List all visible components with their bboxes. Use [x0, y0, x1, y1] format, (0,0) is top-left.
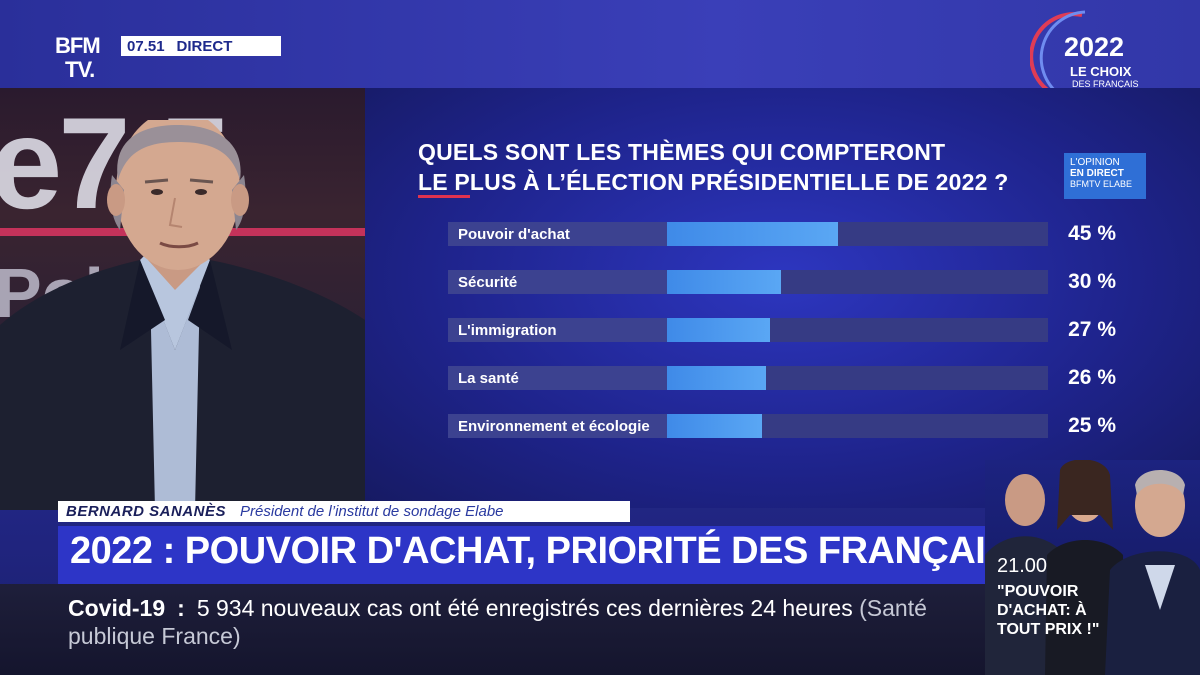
bar-label-bg [448, 414, 667, 438]
bar-category-label: Sécurité [458, 274, 518, 291]
poll-panel [365, 88, 1200, 508]
bar-value-label: 25 % [1068, 414, 1116, 437]
bar-value-label: 30 % [1068, 270, 1116, 293]
bar-label-bg [448, 366, 667, 390]
bar-category-label: Environnement et écologie [458, 418, 650, 435]
bar-row: Sécurité 30 % [448, 270, 1120, 294]
ticker-topic: Covid-19 [68, 595, 166, 621]
logo-bottom-text: TV. [65, 57, 95, 82]
bar-label-bg [448, 318, 667, 342]
channel-logo: BFM TV. [55, 34, 117, 86]
headline-bar [58, 526, 988, 584]
ticker-body: 5 934 nouveaux cas ont été enregistrés c… [196, 595, 853, 621]
ticker-source: (Santé publique France) [68, 595, 927, 649]
bar-label-bg [448, 222, 667, 246]
badge-line1: LE CHOIX [1070, 64, 1132, 79]
logo-top-text: BFM [55, 33, 101, 58]
badge-year: 2022 [1064, 32, 1125, 62]
program-promo [985, 460, 1200, 675]
question-accent [418, 195, 470, 198]
bar-row: La santé 26 % [448, 366, 1120, 390]
guest-name: BERNARD SANANÈS [66, 503, 227, 520]
guest-speaker [0, 120, 365, 510]
news-ticker [0, 584, 990, 675]
badge-line2: DES FRANÇAIS [1072, 79, 1139, 89]
clock-time: 07.51 [127, 37, 165, 55]
bar [667, 414, 763, 438]
guest-name-strip: BERNARD SANANÈS Président de l’institut … [58, 501, 630, 522]
bar-category-label: La santé [458, 370, 519, 387]
bar-row: L'immigration 27 % [448, 318, 1120, 342]
ticker-colon: : [177, 595, 185, 621]
promo-time: 21.00 [997, 555, 1048, 577]
bar-label-bg [448, 270, 667, 294]
ticker-text: Covid-19:5 934 nouveaux cas ont été enre… [68, 594, 948, 650]
promo-presenters-image [985, 460, 1200, 675]
bar [667, 270, 782, 294]
bar-value-label: 45 % [1068, 222, 1116, 245]
election-badge: 2022 LE CHOIX DES FRANÇAIS [1030, 10, 1150, 100]
bar-row: Environnement et écologie 25 % [448, 414, 1120, 438]
source-line2: EN DIRECT [1070, 168, 1124, 179]
promo-title: "POUVOIR D'ACHAT: À TOUT PRIX !" [997, 583, 1100, 638]
live-label: DIRECT [176, 37, 233, 55]
guest-role: Président de l’institut de sondage Elabe [240, 503, 504, 520]
bar-row: Pouvoir d'achat 45 % [448, 222, 1120, 246]
source-line1: L'OPINION [1070, 157, 1120, 168]
bar-category-label: L'immigration [458, 322, 557, 339]
headline-text: 2022 : POUVOIR D'ACHAT, PRIORITÉ DES FRA… [70, 530, 1011, 572]
bar [667, 366, 767, 390]
bar [667, 318, 770, 342]
poll-question: QUELS SONT LES THÈMES QUI COMPTERONT LE … [418, 137, 1058, 197]
bar-category-label: Pouvoir d'achat [458, 226, 570, 243]
bar-value-label: 26 % [1068, 366, 1116, 389]
live-clock-box: 07.51 DIRECT [121, 36, 281, 56]
poll-source-badge: L'OPINION EN DIRECT BFMTV ELABE [1064, 153, 1146, 199]
bar-value-label: 27 % [1068, 318, 1116, 341]
source-line3: BFMTV ELABE [1070, 179, 1133, 189]
bar [667, 222, 839, 246]
poll-question-line1: QUELS SONT LES THÈMES QUI COMPTERONT [418, 139, 946, 165]
poll-question-line2: LE PLUS À L’ÉLECTION PRÉSIDENTIELLE DE 2… [418, 169, 1009, 195]
